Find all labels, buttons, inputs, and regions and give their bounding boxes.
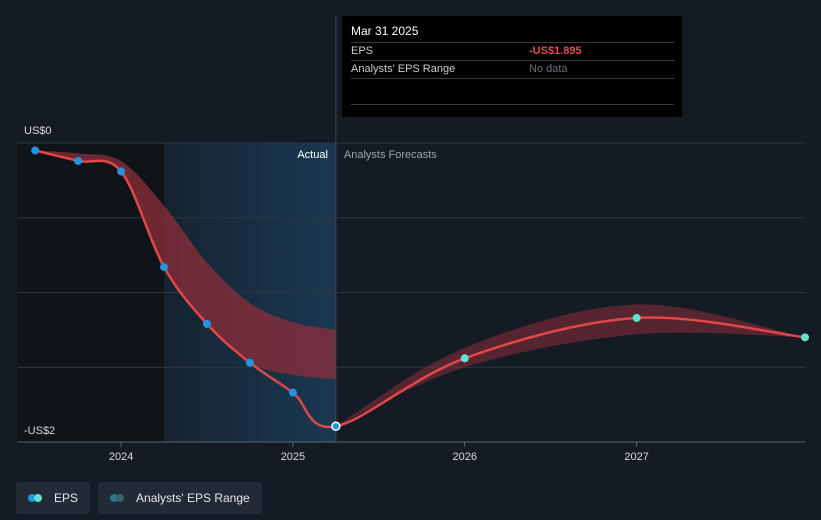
eps-actual-point <box>331 421 341 432</box>
tooltip-range-label: Analysts' EPS Range <box>351 63 456 75</box>
eps-actual-point <box>160 263 169 272</box>
legend-eps-label: EPS <box>54 491 79 505</box>
eps-actual-point <box>117 167 126 176</box>
actual-region-label: Actual <box>297 149 328 161</box>
eps-range-band-actual <box>35 150 336 380</box>
forecast-region-label: Analysts Forecasts <box>344 149 437 161</box>
x-tick-label: 2026 <box>453 451 477 463</box>
eps-legend-dot-2 <box>34 494 42 502</box>
legend-item-eps[interactable]: EPS <box>16 482 91 514</box>
range-legend-dot-2 <box>116 494 125 502</box>
tooltip-row-eps: EPS -US$1.895 <box>351 43 674 61</box>
eps-range-band-forecast <box>335 304 805 427</box>
tooltip-range-value: No data <box>529 63 568 75</box>
tooltip-row-range: Analysts' EPS Range No data <box>351 61 674 79</box>
eps-forecast-point <box>801 333 809 342</box>
y-axis-top-label: US$0 <box>24 125 52 137</box>
range-legend-dot-1 <box>110 494 119 502</box>
eps-forecast-point <box>632 313 641 322</box>
eps-legend-icon <box>28 493 44 503</box>
tooltip-eps-label: EPS <box>351 45 374 57</box>
range-legend-icon <box>110 493 126 503</box>
eps-actual-point <box>203 319 212 328</box>
eps-actual-point <box>245 358 254 367</box>
tooltip-spacer <box>351 79 674 105</box>
y-axis-bottom-label: -US$2 <box>24 425 55 437</box>
tooltip-date: Mar 31 2025 <box>351 24 674 43</box>
legend-range-label: Analysts' EPS Range <box>136 491 250 505</box>
legend: EPS Analysts' EPS Range <box>16 482 262 514</box>
eps-actual-point <box>31 146 40 155</box>
eps-legend-dot-1 <box>28 494 36 502</box>
x-tick-label: 2024 <box>109 451 133 463</box>
eps-actual-point <box>74 156 83 165</box>
x-tick-label: 2025 <box>281 451 305 463</box>
eps-forecast-point <box>460 354 469 363</box>
tooltip: Mar 31 2025 EPS -US$1.895 Analysts' EPS … <box>342 16 682 117</box>
tooltip-eps-value: -US$1.895 <box>529 45 582 57</box>
x-tick-label: 2027 <box>624 451 648 463</box>
eps-actual-point <box>288 388 297 397</box>
legend-item-range[interactable]: Analysts' EPS Range <box>98 482 262 514</box>
